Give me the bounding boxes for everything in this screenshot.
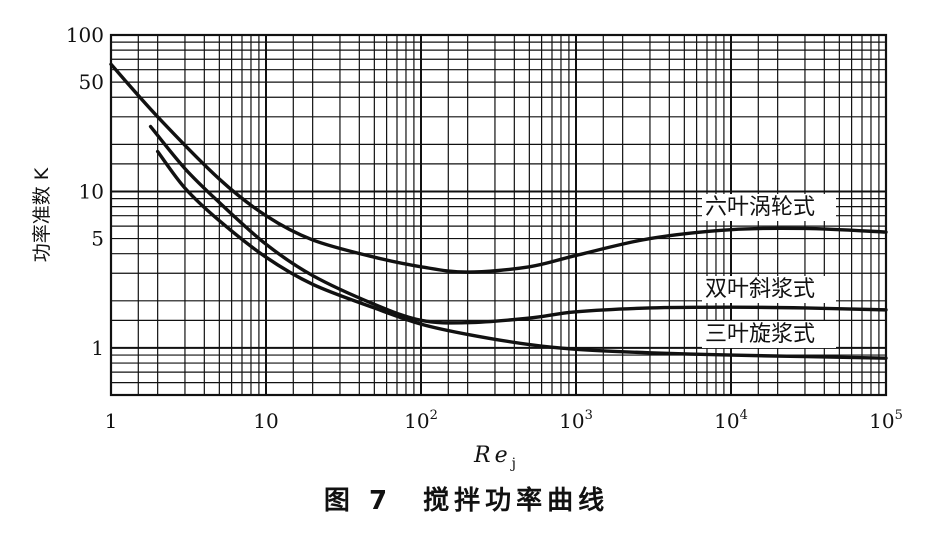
y-tick-label: 10 xyxy=(79,179,104,203)
x-tick-label: 10 xyxy=(253,409,278,433)
y-tick-label: 50 xyxy=(79,70,104,94)
y-axis-label: 功率准数 K xyxy=(31,167,53,262)
series-line-2 xyxy=(148,124,888,325)
y-tick-label: 100 xyxy=(66,23,104,47)
x-tick-label: 103 xyxy=(559,408,593,433)
series-label-bg xyxy=(702,321,836,348)
y-tick-label: 1 xyxy=(91,336,104,360)
figure-caption: 图 7 搅拌功率曲线 xyxy=(323,486,610,516)
x-tick-label: 105 xyxy=(869,408,903,433)
x-axis-label: Rej xyxy=(473,443,520,472)
x-tick-label: 104 xyxy=(714,408,748,433)
series-label: 双叶斜浆式 xyxy=(705,277,815,302)
y-tick-label: 5 xyxy=(91,227,104,251)
x-axis-label-subscript: j xyxy=(510,456,520,472)
series-line-1 xyxy=(109,62,888,274)
series-label-bg xyxy=(702,276,836,303)
series-label: 三叶旋浆式 xyxy=(705,322,815,347)
x-tick-label: 102 xyxy=(404,408,438,433)
curves xyxy=(109,62,888,360)
series-label-bg xyxy=(702,194,836,221)
series-label: 六叶涡轮式 xyxy=(705,195,815,220)
x-tick-label: 1 xyxy=(105,409,118,433)
series-line-3 xyxy=(155,149,888,360)
plot-frame xyxy=(109,33,888,397)
